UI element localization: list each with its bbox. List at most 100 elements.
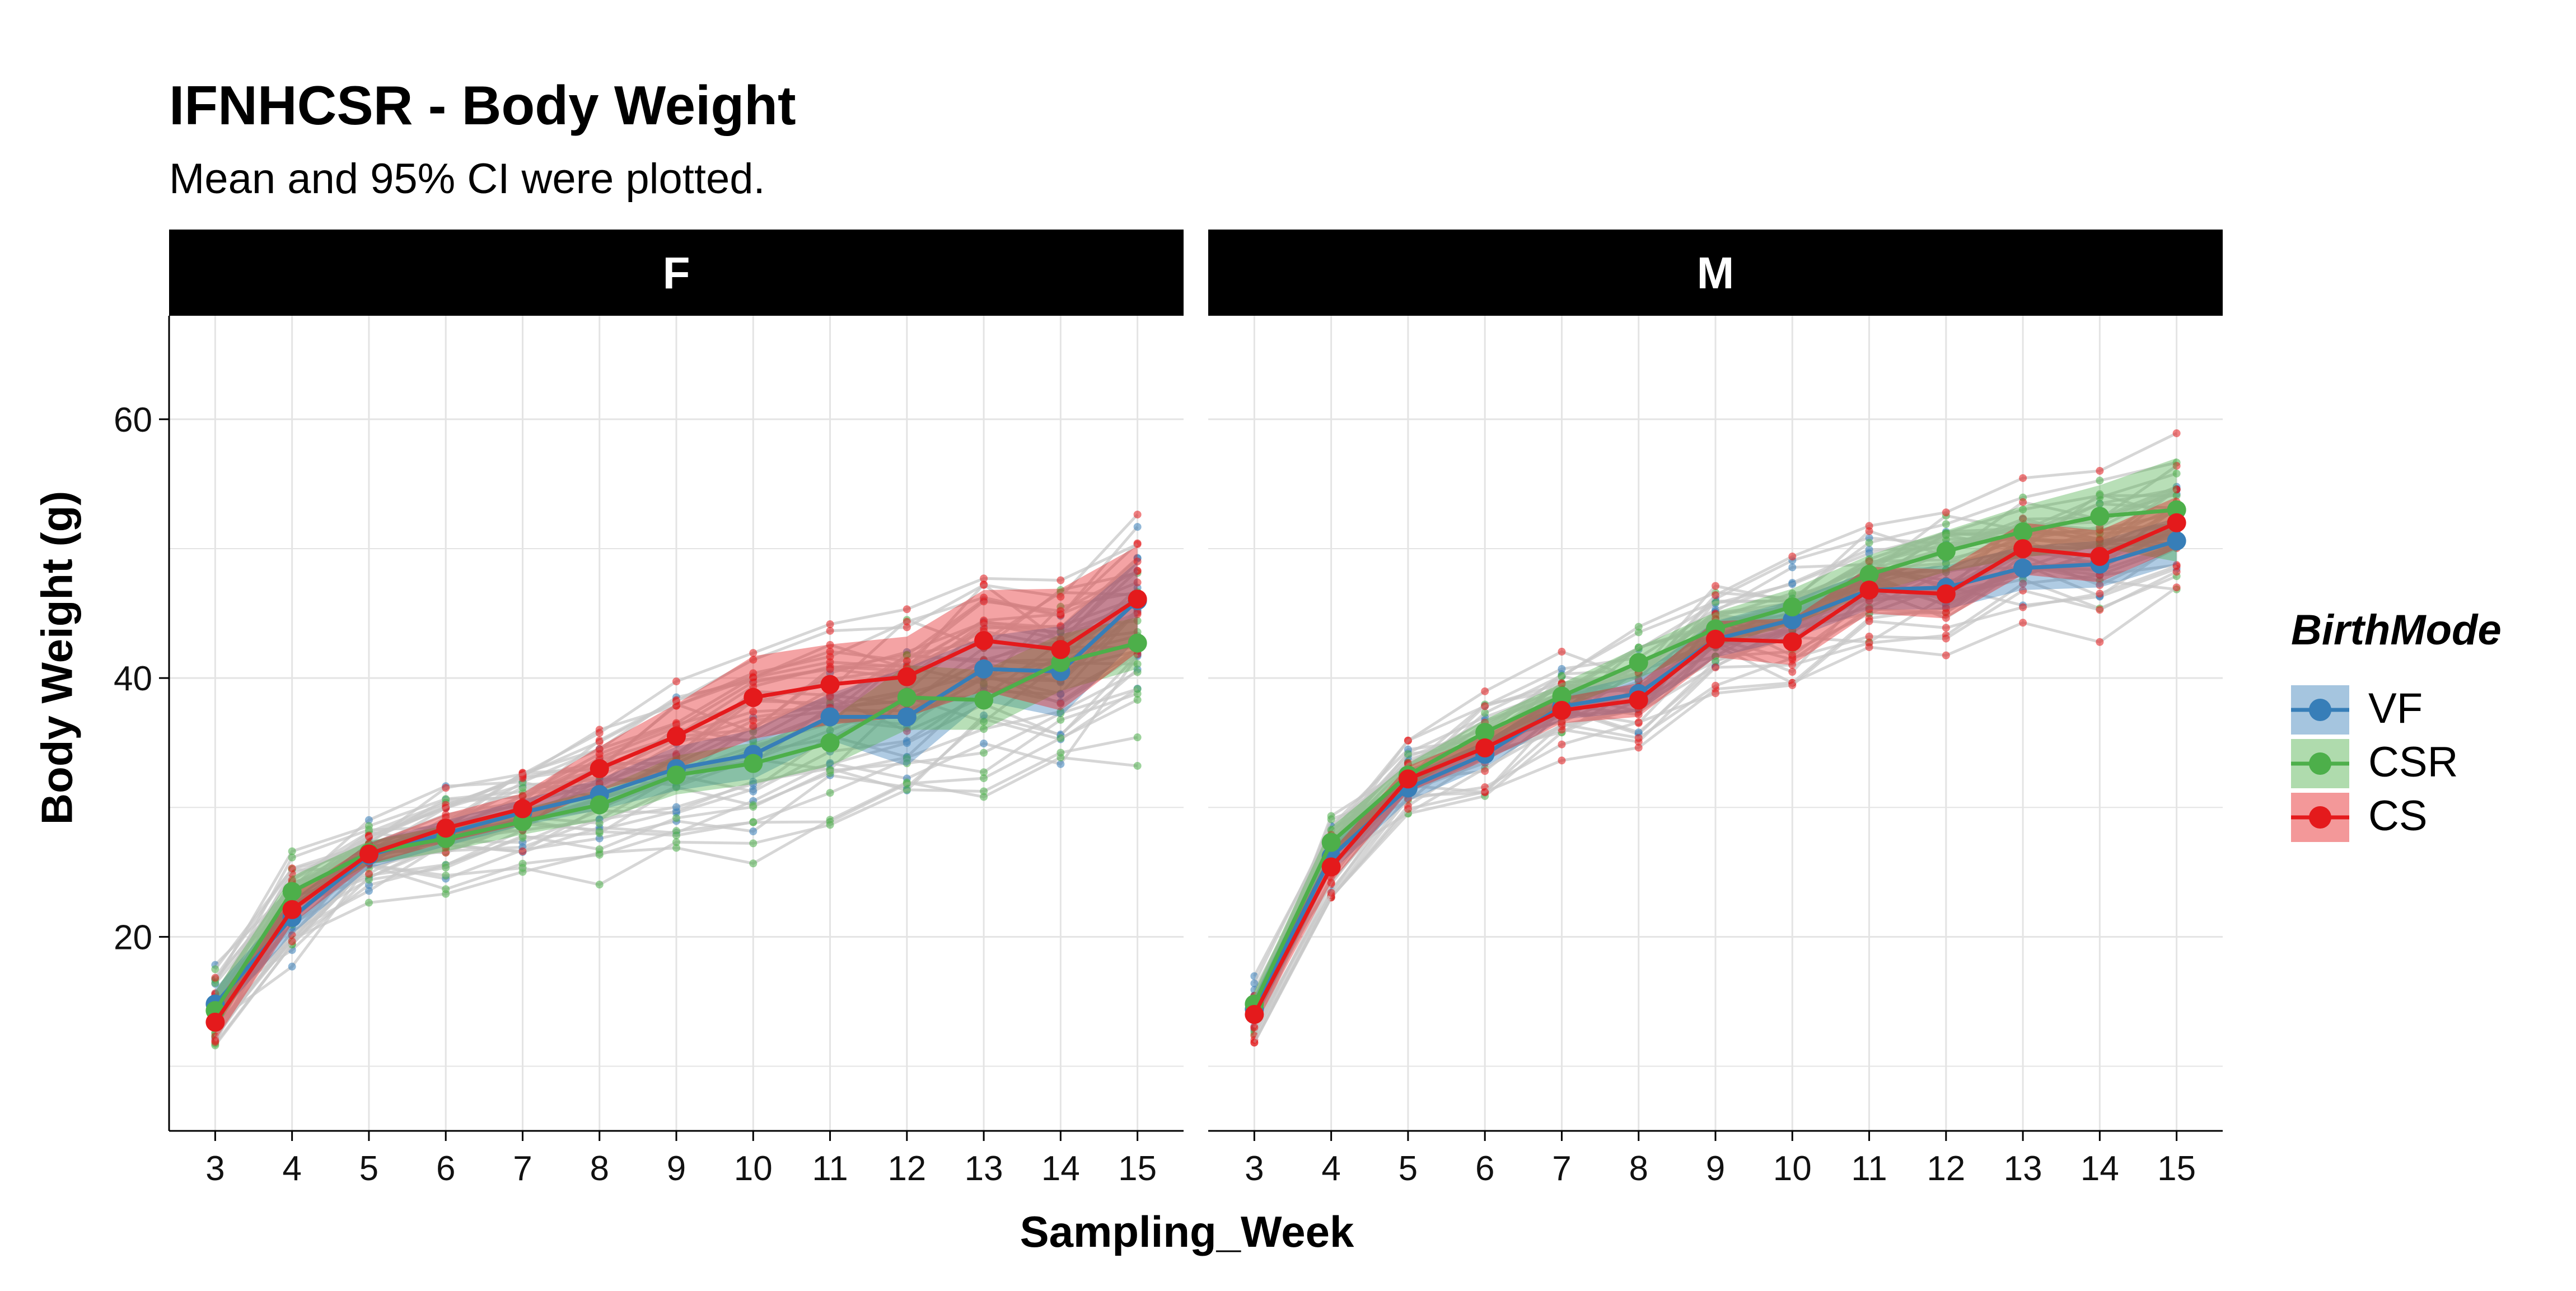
individual-point	[826, 665, 834, 673]
individual-point	[1558, 680, 1566, 688]
individual-point	[1634, 743, 1643, 752]
individual-point	[1558, 648, 1566, 656]
individual-point	[2172, 429, 2181, 437]
individual-point	[1865, 605, 1873, 614]
individual-point	[826, 640, 834, 649]
individual-point	[1942, 531, 1950, 539]
individual-point	[211, 1036, 219, 1045]
individual-point	[595, 850, 604, 859]
mean-point-vf	[2013, 558, 2033, 578]
individual-point	[749, 780, 758, 788]
individual-point	[826, 789, 834, 797]
individual-point	[1788, 580, 1797, 588]
individual-point	[980, 679, 988, 687]
individual-point	[2019, 514, 2027, 523]
x-tick-label: 9	[1706, 1149, 1725, 1188]
individual-point	[2172, 485, 2181, 494]
individual-point	[1788, 661, 1797, 669]
mean-point-csr	[1629, 653, 1648, 672]
x-tick-label: 10	[1773, 1149, 1812, 1188]
mean-point-csr	[1936, 541, 1956, 561]
individual-point	[1942, 520, 1950, 528]
individual-point	[1056, 622, 1065, 630]
mean-point-csr	[667, 765, 686, 785]
individual-point	[1865, 557, 1873, 565]
x-tick-label: 14	[1041, 1149, 1080, 1188]
mean-point-csr	[1783, 597, 1802, 616]
individual-point	[518, 847, 527, 855]
mean-point-cs	[1783, 632, 1802, 652]
x-tick-label: 12	[887, 1149, 926, 1188]
individual-point	[2172, 492, 2181, 500]
individual-point	[595, 845, 604, 854]
legend-keys	[2291, 685, 2349, 842]
chart-subtitle: Mean and 95% CI were plotted.	[169, 155, 765, 203]
mean-point-cs	[1321, 857, 1341, 877]
individual-point	[1712, 598, 1719, 606]
individual-point	[903, 739, 911, 747]
individual-point	[749, 717, 758, 725]
individual-point	[1250, 979, 1259, 988]
individual-point	[1481, 702, 1489, 710]
mean-point-vf	[897, 707, 917, 727]
individual-point	[2019, 619, 2027, 627]
mean-point-csr	[2090, 507, 2110, 526]
individual-point	[826, 626, 834, 635]
individual-point	[442, 871, 450, 880]
legend-title: BirthMode	[2291, 606, 2502, 654]
individual-point	[595, 827, 604, 836]
individual-point	[518, 864, 527, 872]
individual-point	[1788, 589, 1797, 597]
individual-point	[595, 738, 604, 746]
x-tick-label: 7	[1552, 1149, 1571, 1188]
legend-label-vf: VF	[2368, 685, 2423, 732]
individual-point	[2096, 581, 2104, 590]
mean-point-cs	[282, 900, 302, 919]
mean-point-cs	[359, 844, 378, 864]
individual-point	[1404, 804, 1412, 813]
individual-point	[1712, 657, 1719, 666]
individual-point	[1327, 878, 1335, 887]
individual-point	[749, 827, 758, 836]
individual-point	[2096, 500, 2104, 508]
individual-point	[1133, 511, 1142, 519]
mean-point-cs	[2167, 513, 2186, 532]
individual-point	[1133, 557, 1142, 565]
legend-label-cs: CS	[2368, 792, 2428, 840]
mean-point-cs	[205, 1012, 225, 1032]
mean-point-cs	[1629, 690, 1648, 710]
facet-panel-m: M 3 4 5 6 7 8 9 10 11 12 13 14 15	[1208, 230, 2223, 1188]
mean-point-csr	[1475, 723, 1495, 742]
individual-point	[1942, 559, 1950, 568]
individual-point	[1788, 681, 1797, 689]
chart-title: IFNHCSR - Body Weight	[169, 74, 796, 136]
individual-point	[1327, 888, 1335, 897]
individual-point	[903, 779, 911, 788]
individual-point	[1056, 715, 1065, 724]
individual-point	[1634, 676, 1643, 684]
individual-point	[1634, 734, 1643, 742]
x-tick-label: 3	[205, 1149, 225, 1188]
mean-point-cs	[1245, 1005, 1264, 1024]
mean-point-csr	[1128, 633, 1147, 653]
individual-point	[1942, 604, 1950, 612]
individual-point	[442, 803, 450, 812]
x-tick-label: 11	[1851, 1149, 1887, 1188]
mean-point-cs	[1552, 700, 1572, 720]
mean-point-cs	[667, 727, 686, 746]
x-tick-label: 6	[436, 1149, 455, 1188]
individual-point	[595, 779, 604, 787]
individual-point	[1133, 523, 1142, 531]
individual-point	[1558, 756, 1566, 765]
x-tick-label: 6	[1475, 1149, 1494, 1188]
individual-point	[826, 766, 834, 775]
legend-label-csr: CSR	[2368, 738, 2458, 786]
x-axis-title: Sampling_Week	[1020, 1207, 1354, 1256]
individual-point	[1942, 614, 1950, 622]
legend-key-point	[2309, 699, 2331, 721]
individual-point	[980, 749, 988, 757]
mean-point-cs	[2090, 546, 2110, 566]
mean-point-cs	[897, 667, 917, 686]
individual-point	[288, 937, 296, 946]
